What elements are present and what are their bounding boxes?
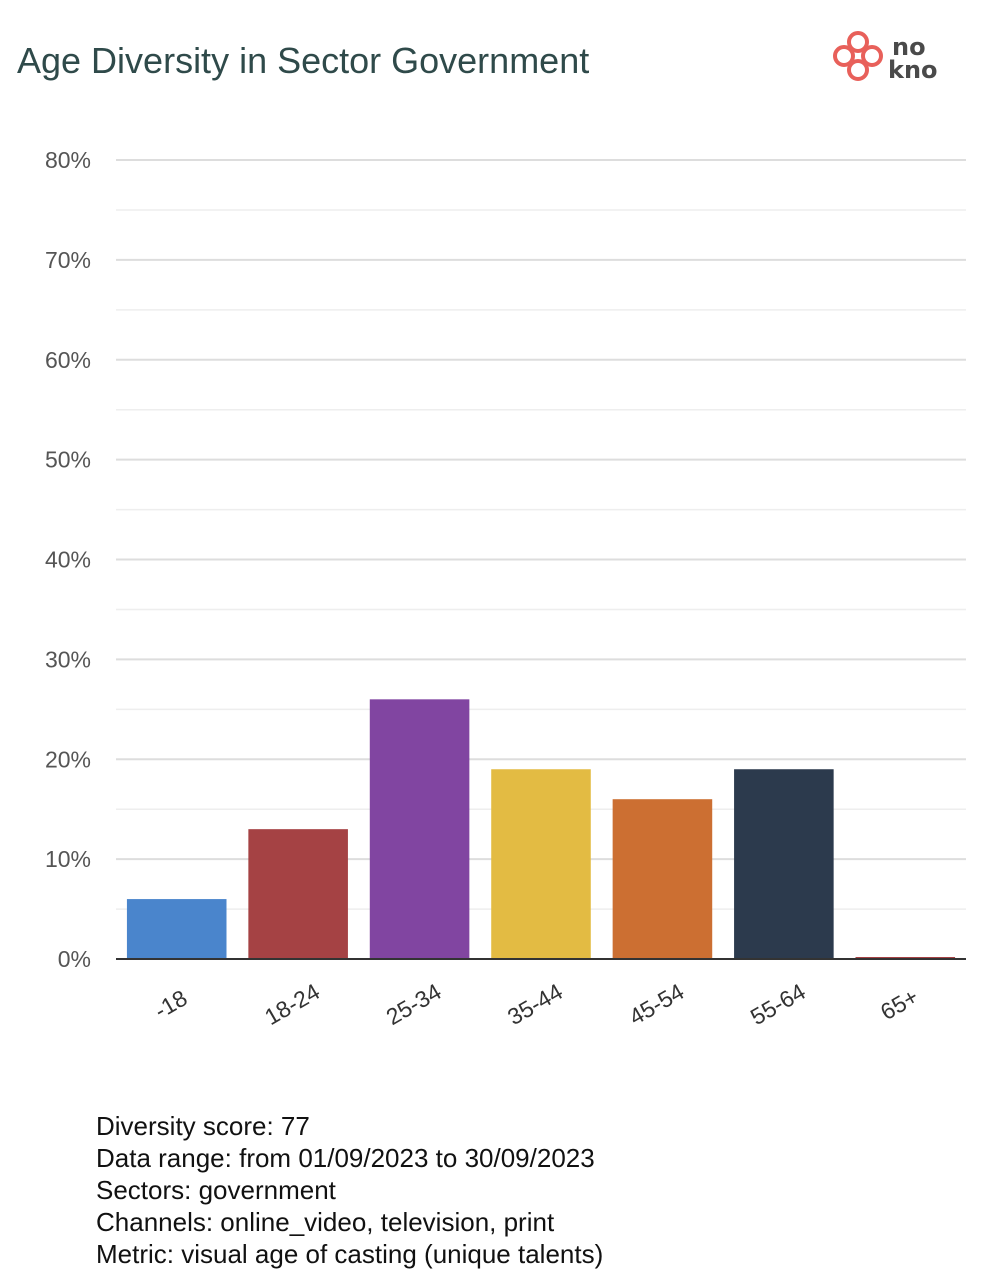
bar-18-24 bbox=[248, 829, 348, 959]
y-tick-label: 50% bbox=[45, 447, 91, 473]
nokno-logo: no kno bbox=[833, 31, 938, 84]
x-tick-label: 45-54 bbox=[624, 978, 688, 1030]
x-tick-label: 25-34 bbox=[382, 978, 446, 1030]
bar-35-44 bbox=[491, 769, 591, 959]
y-tick-label: 80% bbox=[45, 147, 91, 173]
bar-25-34 bbox=[369, 699, 470, 959]
footer-sectors: Sectors: government bbox=[96, 1175, 336, 1205]
x-axis-labels: -18 18-24 25-34 35-44 45-54 55-64 65+ bbox=[150, 978, 923, 1030]
y-tick-label: 20% bbox=[45, 746, 91, 772]
bar--18 bbox=[126, 899, 227, 959]
y-tick-label: 40% bbox=[45, 547, 91, 573]
x-tick-label: 35-44 bbox=[503, 978, 567, 1030]
chart-footer: Diversity score: 77 Data range: from 01/… bbox=[96, 1110, 603, 1270]
footer-channels: Channels: online_video, television, prin… bbox=[96, 1207, 555, 1237]
y-axis-ticks: 0% 10% 20% 30% 40% 50% 60% 70% 80% bbox=[45, 147, 91, 972]
y-tick-label: 70% bbox=[45, 247, 91, 273]
clover-icon bbox=[833, 31, 883, 81]
y-tick-label: 10% bbox=[45, 846, 91, 872]
logo-line-2: kno bbox=[888, 56, 938, 84]
x-tick-label: 65+ bbox=[876, 983, 923, 1025]
y-tick-label: 0% bbox=[58, 946, 91, 972]
footer-metric: Metric: visual age of casting (unique ta… bbox=[96, 1239, 604, 1269]
x-tick-label: 18-24 bbox=[260, 978, 324, 1030]
bar-45-54 bbox=[612, 799, 713, 959]
footer-date-range: Data range: from 01/09/2023 to 30/09/202… bbox=[96, 1143, 595, 1173]
x-tick-label: 55-64 bbox=[746, 978, 810, 1030]
bar-55-64 bbox=[734, 769, 834, 959]
y-tick-label: 30% bbox=[45, 646, 91, 672]
bars bbox=[126, 699, 956, 959]
bar-chart: 0% 10% 20% 30% 40% 50% 60% 70% 80% -18 18-24 25-34… bbox=[45, 147, 966, 1030]
chart-title: Age Diversity in Sector Government bbox=[17, 40, 590, 81]
footer-diversity-score: Diversity score: 77 bbox=[96, 1111, 310, 1141]
logo-line-1: no bbox=[892, 33, 926, 61]
x-tick-label: -18 bbox=[150, 985, 192, 1024]
y-tick-label: 60% bbox=[45, 347, 91, 373]
